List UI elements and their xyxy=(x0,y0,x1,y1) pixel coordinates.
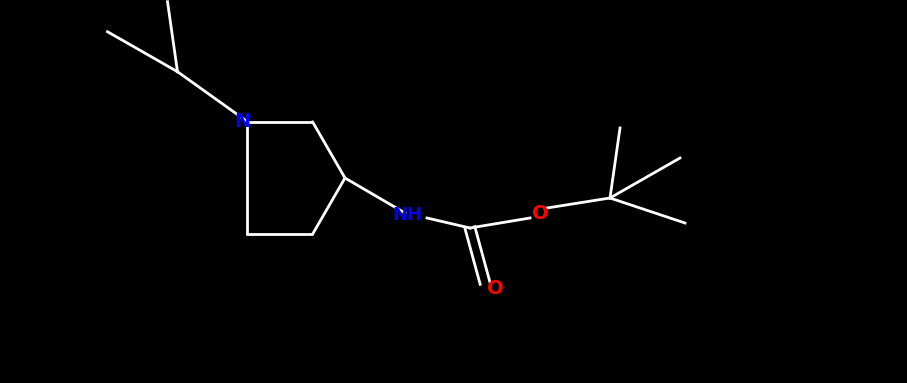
Text: O: O xyxy=(532,203,549,223)
Text: O: O xyxy=(487,278,503,298)
Text: N: N xyxy=(234,112,250,131)
Text: NH: NH xyxy=(392,206,422,224)
